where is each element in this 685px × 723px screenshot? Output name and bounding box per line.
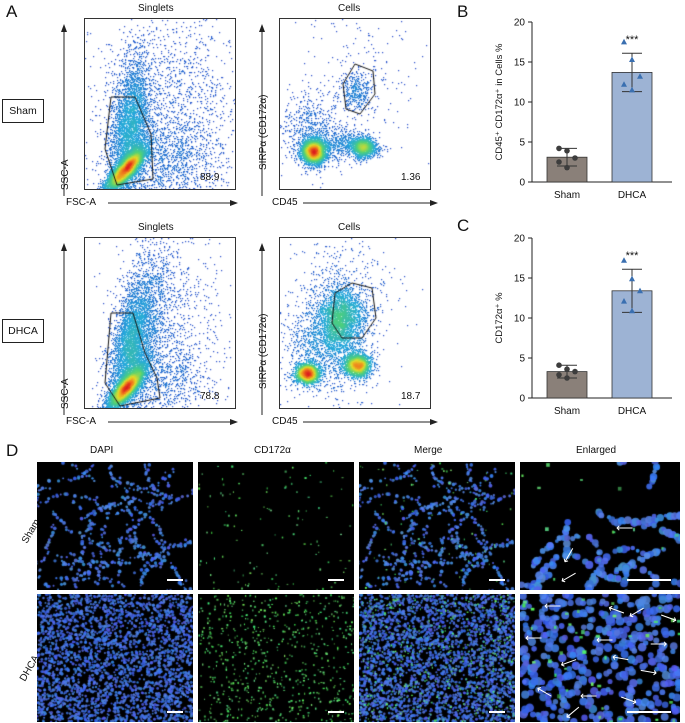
data-point [564, 148, 570, 154]
cells-plot-sham [279, 18, 431, 190]
x-tick-label-dhca: DHCA [618, 190, 647, 201]
panel-letter-d: D [6, 441, 19, 460]
gate-title-cells: Cells [338, 3, 361, 14]
panel-letter-c: C [457, 216, 470, 235]
singlets-pct-dhca: 78.8 [200, 391, 220, 402]
fsc-axis-label-dhca: FSC-A [66, 416, 96, 427]
data-point [564, 164, 570, 171]
scale-bar [328, 711, 344, 713]
micro-sham-merge [359, 462, 515, 590]
data-point [556, 145, 562, 152]
micro-col-enlarged: Enlarged [576, 445, 617, 456]
y-tick-label: 0 [519, 178, 525, 189]
data-point [629, 307, 635, 314]
flow-axes-row2 [61, 243, 438, 425]
scale-bar [167, 579, 183, 581]
flow-axes-row1 [61, 24, 438, 206]
gate-title-singlets: Singlets [138, 3, 174, 14]
gate-title-singlets-2: Singlets [138, 222, 174, 233]
cells-pct-sham: 1.36 [401, 172, 421, 183]
significance-label: *** [626, 250, 640, 262]
y-tick-label: 5 [519, 354, 525, 365]
sirpa-axis-label-sham: SIRPα (CD172α) [258, 94, 269, 170]
bar-chart-b: 0 5 10 15 20 CD45⁺ CD172α⁺ in Cells % Sham DHCA… [494, 18, 672, 201]
micro-sham-dapi [37, 462, 193, 590]
data-point [629, 56, 635, 62]
arrow-icon: ⟵ [616, 521, 634, 535]
y-tick-label: 10 [514, 314, 526, 325]
cd45-axis-label-sham: CD45 [272, 197, 298, 208]
row-label-dhca: DHCA [2, 319, 44, 343]
gate-title-cells-2: Cells [338, 222, 361, 233]
scale-bar [489, 711, 505, 713]
data-point [572, 155, 578, 161]
singlets-pct-sham: 88.9 [200, 172, 220, 183]
singlets-plot-dhca [84, 237, 236, 409]
scale-bar [167, 711, 183, 713]
panel-letter-b: B [457, 2, 469, 21]
micro-col-merge: Merge [414, 445, 443, 456]
panel-letter-a: A [6, 2, 18, 21]
arrow-icon: ⟵ [638, 663, 659, 681]
data-point [621, 298, 627, 304]
ssc-axis-label-sham: SSC-A [60, 159, 71, 190]
scale-bar [328, 579, 344, 581]
data-point [621, 257, 627, 263]
data-point [621, 81, 627, 87]
data-point [556, 159, 562, 165]
y-tick-label: 15 [514, 274, 526, 285]
scale-bar [489, 579, 505, 581]
x-tick-label-dhca: DHCA [618, 406, 647, 417]
data-point [564, 366, 570, 372]
y-axis-label: CD45⁺ CD172α⁺ in Cells % [494, 43, 505, 160]
micro-dhca-enlarged: ⟵ ⟵ ⟵ ⟵ ⟵ ⟵ ⟵ ⟵ ⟵ ⟵ ⟵ ⟵ ⟵ ⟵ [520, 594, 680, 722]
arrow-icon: ⟵ [544, 599, 562, 613]
x-tick-label-sham: Sham [554, 406, 580, 417]
micro-dhca-merge [359, 594, 515, 722]
data-point [564, 375, 570, 381]
singlets-plot-sham [84, 18, 236, 190]
cells-plot-dhca [279, 237, 431, 409]
y-tick-label: 5 [519, 138, 525, 149]
data-point [629, 275, 635, 282]
bar-chart-c: 0 5 10 15 20 CD172α⁺ % Sham DHCA *** [494, 234, 672, 417]
data-point [556, 362, 562, 368]
y-axis-label: CD172α⁺ % [494, 292, 505, 344]
x-tick-label-sham: Sham [554, 190, 580, 201]
data-point [637, 73, 643, 79]
data-point [629, 86, 635, 93]
y-tick-label: 10 [514, 98, 526, 109]
cells-pct-dhca: 18.7 [401, 391, 421, 402]
arrow-icon: ⟵ [610, 649, 631, 667]
micro-sham-cd172a [198, 462, 354, 590]
y-tick-label: 15 [514, 58, 526, 69]
row-label-sham: Sham [2, 99, 44, 123]
data-point [572, 368, 578, 375]
y-tick-label: 20 [514, 18, 526, 29]
arrow-icon: ⟵ [580, 689, 598, 703]
data-point [637, 287, 643, 294]
arrow-icon: ⟵ [525, 631, 543, 645]
micro-sham-enlarged: ⟵ ⟵ ⟵ [520, 462, 680, 590]
scale-bar [627, 711, 671, 713]
y-tick-label: 0 [519, 394, 525, 405]
y-tick-label: 20 [514, 234, 526, 245]
fsc-axis-label-sham: FSC-A [66, 197, 96, 208]
data-point [621, 38, 627, 45]
micro-col-cd172a: CD172α [254, 445, 291, 456]
arrow-icon: ⟵ [596, 633, 614, 647]
arrow-icon: ⟵ [650, 637, 668, 651]
sirpa-axis-label-dhca: SIRPα (CD172α) [258, 313, 269, 389]
micro-dhca-dapi [37, 594, 193, 722]
scale-bar [627, 579, 671, 581]
cd45-axis-label-dhca: CD45 [272, 416, 298, 427]
micro-dhca-cd172a [198, 594, 354, 722]
ssc-axis-label-dhca: SSC-A [60, 378, 71, 409]
micro-col-dapi: DAPI [90, 445, 114, 456]
significance-label: *** [626, 34, 640, 46]
data-point [556, 372, 562, 378]
